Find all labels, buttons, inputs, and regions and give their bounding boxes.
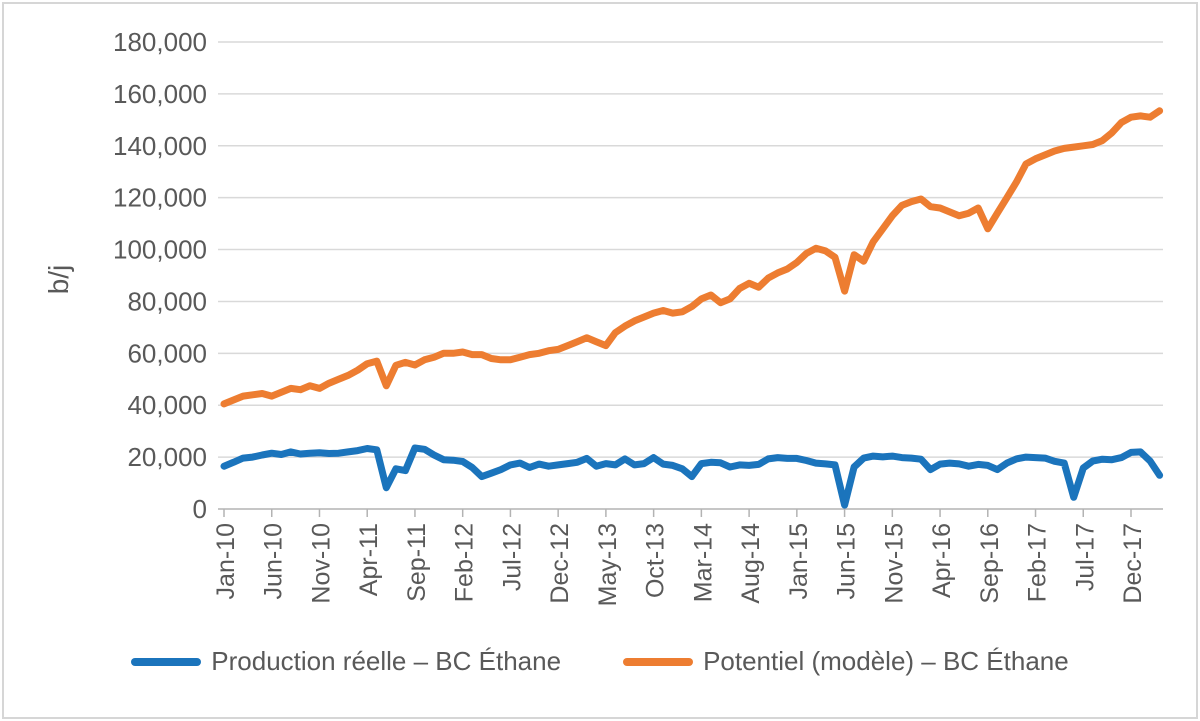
legend-swatch-potential (623, 657, 694, 666)
x-tick-label: Jun-15 (833, 523, 861, 599)
legend-label-production: Production réelle – BC Éthane (211, 646, 562, 676)
x-tick-label: Dec-12 (546, 523, 574, 604)
y-tick-label: 0 (193, 494, 207, 524)
legend-item-production: Production réelle – BC Éthane (131, 646, 561, 677)
y-tick-label: 180,000 (113, 27, 207, 57)
x-tick-label: Oct-13 (642, 523, 670, 598)
y-tick-label: 60,000 (127, 338, 207, 368)
x-tick-label: Nov-10 (307, 523, 335, 604)
x-tick-label: Jan-10 (212, 523, 240, 599)
y-tick-label: 80,000 (127, 286, 207, 316)
y-tick-label: 120,000 (113, 183, 207, 213)
y-axis-title: b/j (43, 265, 74, 295)
x-tick-label: Nov-15 (880, 523, 908, 604)
legend-item-potential: Potentiel (modèle) – BC Éthane (623, 646, 1069, 677)
x-tick-label: May-13 (594, 523, 622, 606)
legend-label-potential: Potentiel (modèle) – BC Éthane (703, 646, 1069, 676)
x-tick-label: Dec-17 (1119, 523, 1147, 604)
x-tick-label: Sep-16 (976, 523, 1004, 604)
x-tick-label: Aug-14 (737, 523, 765, 604)
legend: Production réelle – BC Éthane Potentiel … (0, 646, 1200, 677)
x-tick-label: Apr-11 (355, 523, 383, 596)
x-tick-label: Jan-15 (785, 523, 813, 599)
x-tick-label: Feb-17 (1024, 523, 1052, 602)
x-tick-label: Mar-14 (689, 523, 717, 602)
series-line-production (220, 444, 1164, 509)
series-line-potential (220, 107, 1164, 408)
x-tick-label: Feb-12 (451, 523, 479, 602)
x-tick-label: Apr-16 (928, 523, 956, 598)
x-tick-label: Sep-11 (403, 523, 431, 602)
y-tick-label: 20,000 (127, 442, 207, 472)
x-tick-label: Jun-10 (260, 523, 288, 599)
y-tick-label: 40,000 (127, 390, 207, 420)
y-tick-label: 140,000 (113, 131, 207, 161)
x-tick-label: Jul-12 (498, 523, 526, 591)
legend-swatch-production (131, 657, 202, 666)
x-tick-label: Jul-17 (1071, 523, 1099, 591)
y-tick-label: 100,000 (113, 235, 207, 265)
y-tick-label: 160,000 (113, 79, 207, 109)
